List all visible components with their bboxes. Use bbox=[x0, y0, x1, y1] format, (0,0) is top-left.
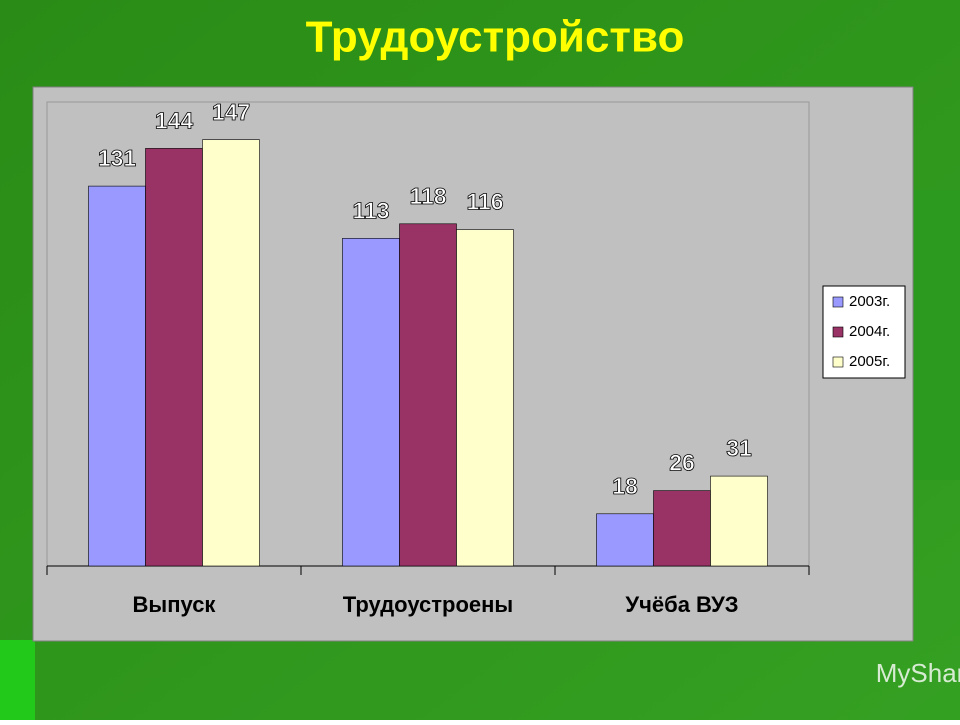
x-tick-label: Трудоустроены bbox=[343, 592, 513, 617]
value-label: 116 bbox=[466, 189, 503, 215]
bar bbox=[342, 238, 400, 567]
value-label: 144 bbox=[155, 107, 194, 133]
bar bbox=[88, 185, 146, 567]
decor bbox=[913, 190, 960, 480]
watermark: MyShared bbox=[876, 658, 960, 688]
bar bbox=[653, 490, 711, 567]
legend-label: 2004г. bbox=[849, 323, 890, 340]
value-label: 31 bbox=[726, 435, 752, 461]
bar bbox=[456, 229, 514, 567]
value-label: 118 bbox=[409, 183, 446, 209]
legend-swatch bbox=[832, 356, 844, 368]
legend-label: 2005г. bbox=[849, 353, 890, 370]
bar bbox=[145, 148, 203, 567]
x-tick-label: Выпуск bbox=[133, 592, 217, 617]
value-label: 26 bbox=[669, 450, 695, 476]
value-label: 131 bbox=[98, 145, 137, 171]
bar bbox=[399, 223, 457, 567]
legend-swatch bbox=[832, 326, 844, 338]
legend-swatch bbox=[832, 296, 844, 308]
legend-label: 2003г. bbox=[849, 293, 890, 310]
value-label: 113 bbox=[352, 197, 389, 223]
value-label: 147 bbox=[212, 99, 250, 125]
bar bbox=[710, 475, 768, 567]
bar bbox=[596, 513, 654, 567]
bar bbox=[202, 139, 260, 567]
chart-title: Трудоустройство bbox=[306, 13, 685, 62]
x-tick-label: Учёба ВУЗ bbox=[625, 592, 738, 617]
decor bbox=[0, 640, 35, 720]
value-label: 18 bbox=[612, 473, 638, 499]
